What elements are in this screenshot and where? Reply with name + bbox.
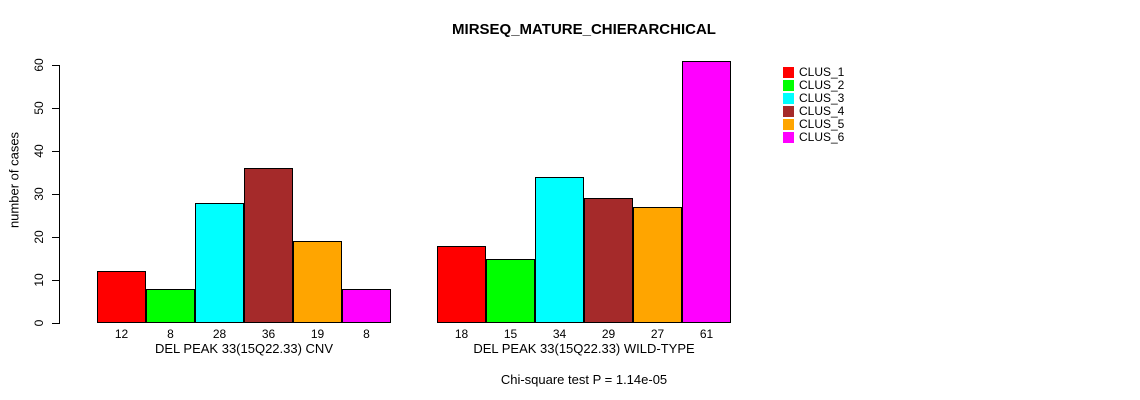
- bar-clus_3: [195, 202, 244, 323]
- y-tick-label: 60: [32, 58, 46, 72]
- y-tick-label: 40: [32, 144, 46, 158]
- y-tick-label: 0: [32, 319, 46, 327]
- y-axis-label: number of cases: [6, 131, 22, 229]
- y-tick-label: 10: [32, 273, 46, 287]
- y-tick-label: 20: [32, 230, 46, 244]
- chart-title: MIRSEQ_MATURE_CHIERARCHICAL: [452, 21, 716, 38]
- bar-value-label: 36: [261, 327, 276, 341]
- bar-clus_5: [293, 241, 342, 323]
- legend-label: CLUS_5: [799, 117, 845, 131]
- legend-label: CLUS_2: [799, 78, 845, 92]
- bar-value-label: 34: [552, 327, 567, 341]
- bar-value-label: 15: [503, 327, 518, 341]
- bar-value-label: 29: [601, 327, 616, 341]
- bar-clus_6: [342, 288, 391, 323]
- y-tick: [52, 237, 59, 238]
- bar-value-label: 28: [212, 327, 227, 341]
- bar-value-label: 27: [650, 327, 665, 341]
- legend-label: CLUS_3: [799, 91, 845, 105]
- y-tick: [52, 151, 59, 152]
- legend-swatch-clus_1: [783, 67, 794, 78]
- legend-item: CLUS_4: [783, 105, 844, 118]
- y-tick: [52, 194, 59, 195]
- legend-swatch-clus_5: [783, 119, 794, 130]
- y-tick: [52, 280, 59, 281]
- legend-swatch-clus_6: [783, 132, 794, 143]
- bar-value-label: 18: [454, 327, 469, 341]
- bar-clus_1: [437, 245, 486, 323]
- y-tick-label: 50: [32, 101, 46, 115]
- bar-clus_3: [535, 176, 584, 323]
- legend-item: CLUS_5: [783, 118, 844, 131]
- legend-swatch-clus_4: [783, 106, 794, 117]
- bar-value-label: 12: [114, 327, 129, 341]
- legend-label: CLUS_6: [799, 130, 845, 144]
- chi-square-note: Chi-square test P = 1.14e-05: [500, 372, 668, 387]
- legend-item: CLUS_3: [783, 92, 844, 105]
- bar-clus_1: [97, 271, 146, 323]
- y-tick: [52, 323, 59, 324]
- legend-label: CLUS_4: [799, 104, 845, 118]
- bar-clus_5: [633, 206, 682, 323]
- bar-clus_4: [244, 168, 293, 323]
- group-label: DEL PEAK 33(15Q22.33) WILD-TYPE: [473, 341, 695, 356]
- y-tick: [52, 65, 59, 66]
- legend-swatch-clus_2: [783, 80, 794, 91]
- legend-swatch-clus_3: [783, 93, 794, 104]
- bar-clus_6: [682, 60, 731, 323]
- legend-item: CLUS_1: [783, 66, 844, 79]
- bar-value-label: 61: [699, 327, 714, 341]
- legend-item: CLUS_6: [783, 131, 844, 144]
- bar-value-label: 8: [363, 327, 370, 341]
- legend: CLUS_1 CLUS_2 CLUS_3 CLUS_4 CLUS_5 CLUS_6: [783, 66, 844, 144]
- y-tick-label: 30: [32, 187, 46, 201]
- group-label: DEL PEAK 33(15Q22.33) CNV: [155, 341, 333, 356]
- bar-clus_2: [486, 258, 535, 323]
- bar-clus_4: [584, 198, 633, 323]
- legend-label: CLUS_1: [799, 65, 845, 79]
- y-axis-line: [59, 65, 60, 324]
- bar-value-label: 19: [310, 327, 325, 341]
- legend-item: CLUS_2: [783, 79, 844, 92]
- bar-clus_2: [146, 288, 195, 323]
- y-tick: [52, 108, 59, 109]
- bar-value-label: 8: [167, 327, 174, 341]
